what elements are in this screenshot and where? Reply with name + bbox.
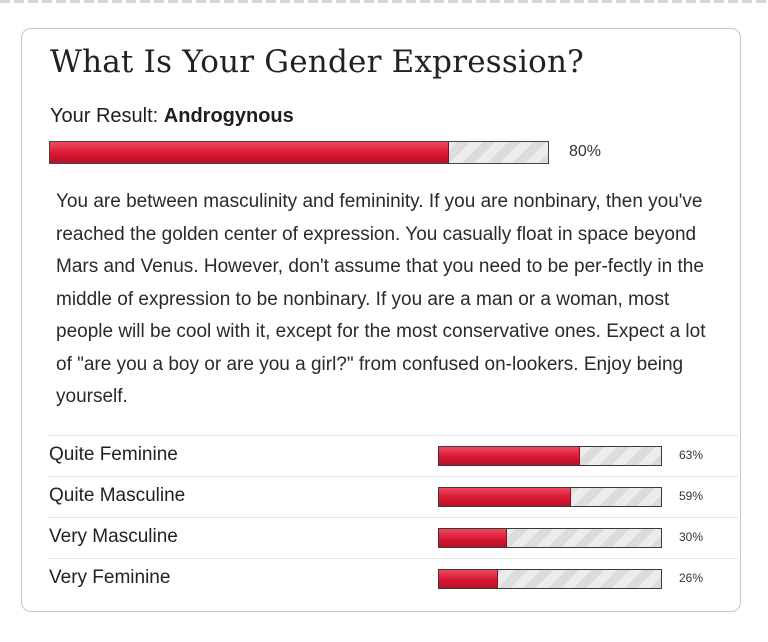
result-row-very-feminine: Very Feminine 26%: [48, 558, 738, 599]
result-row-label: Very Masculine: [49, 526, 178, 547]
result-row-very-masculine: Very Masculine 30%: [48, 517, 738, 558]
result-line: Your Result: Androgynous: [50, 105, 294, 128]
result-row-label: Very Feminine: [49, 567, 171, 588]
quiz-title: What Is Your Gender Expression?: [50, 44, 584, 80]
quiz-result-card: What Is Your Gender Expression? Your Res…: [21, 28, 741, 612]
result-row-bar: [438, 487, 662, 507]
result-percent: 80%: [569, 143, 602, 160]
result-row-percent: 30%: [679, 530, 704, 544]
result-prefix: Your Result:: [50, 105, 164, 127]
result-row-percent: 63%: [679, 448, 704, 462]
result-row-bar: [438, 528, 662, 548]
result-row-label: Quite Masculine: [49, 485, 186, 506]
result-row-quite-masculine: Quite Masculine 59%: [48, 476, 738, 517]
result-row-quite-feminine: Quite Feminine 63%: [48, 435, 738, 476]
top-divider: [0, 0, 768, 3]
result-row-bar: [438, 446, 662, 466]
result-row-fill: [439, 488, 571, 506]
result-row-fill: [439, 529, 507, 547]
result-row-label: Quite Feminine: [49, 444, 178, 465]
result-row-fill: [439, 447, 580, 465]
result-row-bar: [438, 569, 662, 589]
result-description: You are between masculinity and feminini…: [56, 191, 706, 407]
other-results-list: Quite Feminine 63% Quite Masculine 59% V…: [48, 435, 738, 599]
result-row-percent: 26%: [679, 571, 704, 585]
result-progress-fill: [50, 142, 450, 163]
result-row-fill: [439, 570, 498, 588]
result-progress-bar: [49, 141, 549, 164]
result-row-percent: 59%: [679, 489, 704, 503]
result-value: Androgynous: [163, 105, 294, 127]
